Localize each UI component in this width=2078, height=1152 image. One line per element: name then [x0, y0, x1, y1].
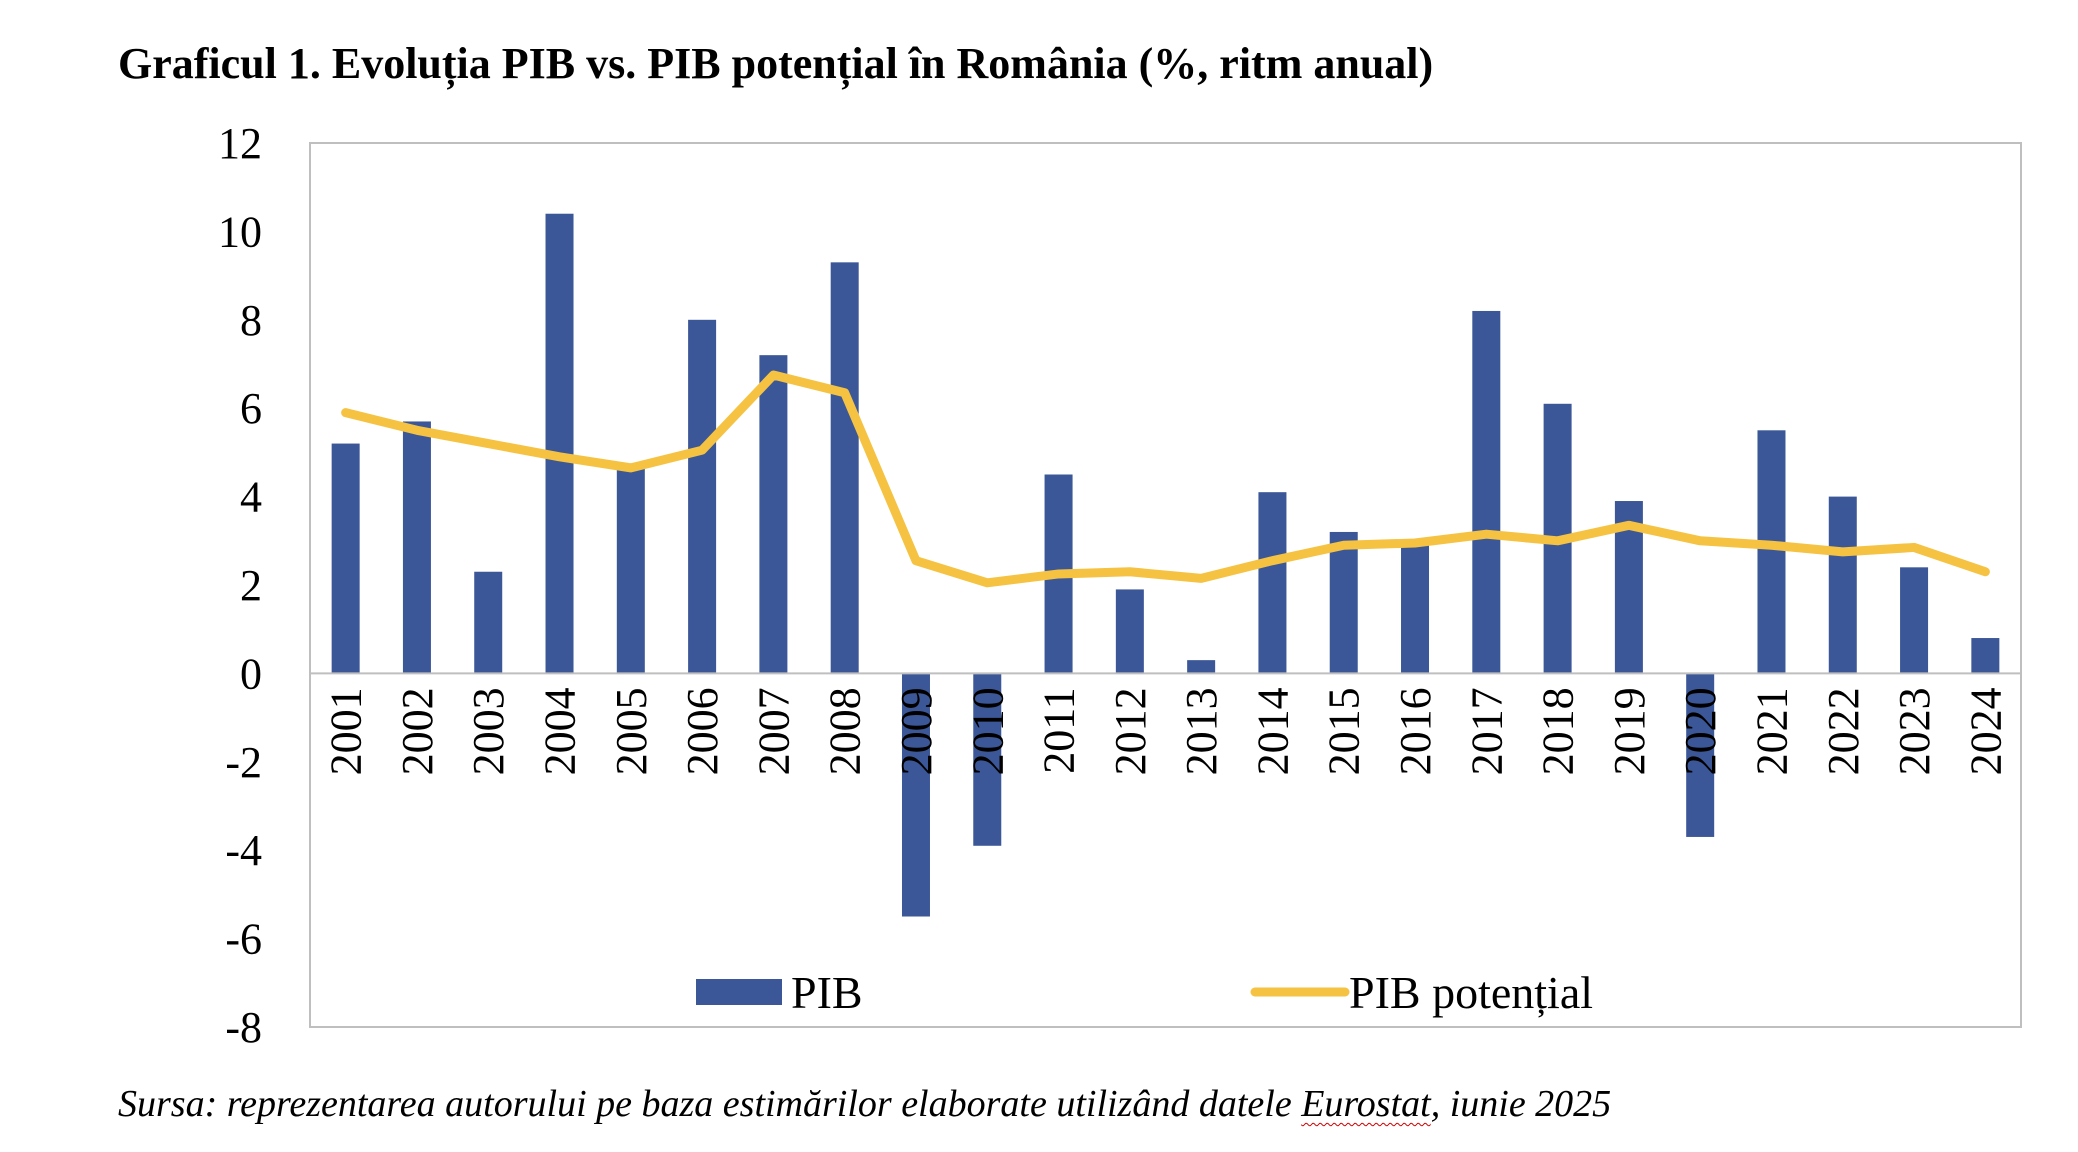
y-tick-label: 10: [218, 207, 262, 256]
y-tick-label: 12: [218, 119, 262, 168]
x-tick-label: 2003: [464, 687, 513, 775]
bar-pib: [402, 421, 431, 674]
y-tick-label: -6: [225, 915, 262, 964]
plot-frame: [309, 142, 2022, 1028]
x-tick-label: 2009: [892, 687, 941, 775]
bar-pib: [973, 673, 1002, 846]
legend-swatch-pib: [696, 979, 782, 1005]
x-tick-label: 2011: [1035, 687, 1084, 773]
x-tick-label: 2008: [821, 687, 870, 775]
source-text-end: , iunie 2025: [1430, 1083, 1612, 1125]
bar-pib: [1258, 492, 1287, 674]
y-tick-label: 0: [240, 649, 262, 698]
x-tick-label: 2004: [536, 687, 585, 775]
bar-pib: [759, 355, 788, 674]
bar-pib: [1971, 638, 2000, 674]
y-tick-label: 8: [240, 296, 262, 345]
x-tick-label: 2021: [1747, 687, 1796, 775]
bar-pib: [1329, 531, 1358, 674]
x-tick-label: 2006: [678, 687, 727, 775]
legend-label-pib-potential: PIB potențial: [1349, 967, 1593, 1018]
x-tick-label: 2012: [1106, 687, 1155, 775]
x-tick-label: 2013: [1177, 687, 1226, 775]
bar-pib: [830, 262, 859, 674]
legend-label-pib: PIB: [791, 967, 863, 1018]
y-tick-label: -4: [225, 826, 262, 875]
x-tick-label: 2022: [1819, 687, 1868, 775]
y-tick-label: 4: [240, 473, 262, 522]
line-pib-potential: [341, 370, 1990, 588]
bar-pib: [331, 443, 360, 674]
x-tick-label: 2002: [393, 687, 442, 775]
x-tick-label: 2010: [963, 687, 1012, 775]
bar-pib: [1828, 496, 1857, 674]
bar-pib: [1187, 660, 1216, 674]
x-tick-label: 2014: [1248, 687, 1297, 775]
x-tick-label: 2016: [1391, 687, 1440, 775]
y-tick-label: -8: [225, 1003, 262, 1052]
x-tick-label: 2020: [1676, 687, 1725, 775]
x-tick-label: 2007: [749, 687, 798, 775]
chart-source: Sursa: reprezentarea autorului pe baza e…: [118, 1082, 1611, 1126]
x-tick-label: 2001: [322, 687, 371, 775]
x-tick-label: 2023: [1890, 687, 1939, 775]
bar-pib: [901, 673, 930, 917]
bar-pib: [1900, 567, 1929, 674]
bar-pib: [474, 571, 503, 674]
y-tick-label: 6: [240, 384, 262, 433]
source-text: Sursa: reprezentarea autorului pe baza e…: [118, 1083, 1302, 1125]
bar-pib: [1757, 430, 1786, 674]
bar-pib: [1401, 545, 1430, 674]
bar-pib: [1472, 310, 1501, 674]
x-tick-label: 2017: [1462, 687, 1511, 775]
x-tick-label: 2018: [1534, 687, 1583, 775]
bar-pib: [1115, 589, 1144, 674]
source-text-underlined: Eurostat: [1301, 1083, 1431, 1125]
x-tick-label: 2015: [1320, 687, 1369, 775]
bar-pib: [1686, 673, 1715, 837]
y-tick-label: 2: [240, 561, 262, 610]
bar-pib: [545, 213, 574, 674]
x-tick-label: 2024: [1961, 687, 2010, 775]
chart-title: Graficul 1. Evoluția PIB vs. PIB potenți…: [118, 39, 1434, 88]
x-tick-label: 2019: [1605, 687, 1654, 775]
bar-pib: [688, 319, 717, 674]
y-tick-label: -2: [225, 738, 262, 787]
x-tick-label: 2005: [607, 687, 656, 775]
bar-pib: [616, 465, 645, 674]
